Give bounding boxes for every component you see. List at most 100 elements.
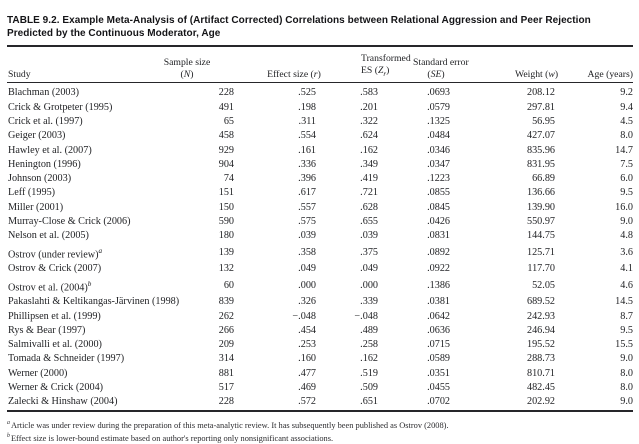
table-row: Phillipsen et al. (1999) 262 −.048 −.048 .06… [7,310,633,324]
cell-study: Miller (2001) [7,201,137,215]
cell-w: 52.05 [532,279,555,291]
cell-r: .358 [298,246,316,258]
cell-se: .0346 [427,144,450,156]
study-name: Tomada & Schneider (1997) [8,353,125,365]
footnote-b: bEffect size is lower-bound estimate bas… [7,431,633,444]
table-header: Study Sample size (N) Effect size (r) Transf… [7,47,633,84]
cell-se: .0636 [427,324,450,336]
cell-age: 9.5 [620,187,633,199]
cell-n: 262 [218,310,234,322]
cell-study: Hawley et al. (2007) [7,144,137,158]
cell-zr: .162 [360,353,378,365]
cell-zr: .628 [360,201,378,213]
column-header-w: Weight (w) [459,47,558,84]
cell-zr: .049 [360,263,378,275]
cell-study: Nelson et al. (2005) [7,229,137,243]
cell-w: 66.89 [532,173,555,185]
cell-se: .0484 [427,130,450,142]
cell-w: 208.12 [526,87,555,99]
column-header-n: Sample size (N) [137,47,237,84]
cell-n: 132 [218,263,234,275]
cell-study: Rys & Bear (1997) [7,324,137,338]
column-header-se: Standard error (SE) [385,47,469,84]
column-header-line: Study [8,68,31,80]
cell-zr: .509 [360,382,378,394]
cell-w: 482.45 [526,382,555,394]
cell-se: .0831 [427,230,450,242]
cell-study: Leff (1995) [7,186,137,200]
cell-study: Ostrov et al. (2004)b [7,277,137,296]
table-row: Henington (1996) 904 .336 .349 .0347 831.95 7.… [7,158,633,172]
cell-age: 7.5 [620,158,633,170]
study-name: Zalecki & Hinshaw (2004) [8,396,118,408]
cell-r: .554 [298,130,316,142]
cell-w: 139.90 [526,201,555,213]
cell-r: .336 [298,158,316,170]
table-row: Ostrov & Crick (2007) 132 .049 .049 .0922 117… [7,262,633,276]
footnote-a: aArticle was under review during the pre… [7,418,633,431]
cell-study: Henington (1996) [7,158,137,172]
cell-r: .161 [298,144,316,156]
cell-r: .557 [298,201,316,213]
table-title: TABLE 9.2. Example Meta-Analysis of (Art… [7,15,591,39]
cell-w: 689.52 [526,296,555,308]
cell-zr: .624 [360,130,378,142]
cell-w: 831.95 [526,158,555,170]
cell-r: .617 [298,187,316,199]
study-name: Murray-Close & Crick (2006) [8,215,131,227]
cell-r: .253 [298,339,316,351]
cell-age: 8.0 [620,382,633,394]
table-row: Pakaslahti & Keltikangas-Järvinen (1998)… [7,295,633,309]
table-row: Johnson (2003) 74 .396 .419 .1223 66.89 6.0 [7,172,633,186]
study-name: Ostrov et al. (2004) [8,281,88,293]
cell-n: 458 [218,130,234,142]
cell-zr: .375 [360,246,378,258]
cell-n: 228 [218,396,234,408]
study-name: Rys & Bear (1997) [8,324,86,336]
cell-r: .198 [298,101,316,113]
cell-n: 60 [223,279,234,291]
cell-w: 288.73 [526,353,555,365]
table-row: Werner (2000) 881 .477 .519 .0351 810.71 8.0 [7,367,633,381]
cell-age: 9.0 [620,396,633,408]
cell-r: .000 [298,279,316,291]
cell-r: .572 [298,396,316,408]
table-body: Blachman (2003) 228 .525 .583 .0693 208.12 9.2… [7,83,633,411]
study-name: Ostrov & Crick (2007) [8,263,102,275]
cell-r: .160 [298,353,316,365]
cell-w: 297.81 [526,101,555,113]
cell-w: 56.95 [532,115,555,127]
cell-n: 74 [223,173,234,185]
cell-se: .0579 [427,101,450,113]
column-header-line: (N) [180,68,194,80]
cell-n: 314 [218,353,234,365]
footnote-b-text: Effect size is lower-bound estimate base… [10,433,334,443]
cell-se: .1386 [427,279,450,291]
cell-r: −.048 [292,310,316,322]
cell-n: 839 [218,296,234,308]
cell-w: 810.71 [526,367,555,379]
cell-zr: .721 [360,187,378,199]
study-name: Werner & Crick (2004) [8,382,104,394]
cell-n: 929 [218,144,234,156]
cell-se: .0642 [427,310,450,322]
cell-study: Murray-Close & Crick (2006) [7,215,137,229]
column-header-line: Standard error [413,57,469,69]
cell-w: 117.70 [527,263,555,275]
column-header-zr: Transformed ES (Zr) [321,47,411,84]
cell-study: Werner (2000) [7,367,137,381]
cell-age: 8.0 [620,367,633,379]
study-name: Leff (1995) [8,187,56,199]
cell-se: .0702 [427,396,450,408]
cell-se: .0845 [427,201,450,213]
cell-age: 4.1 [620,263,633,275]
cell-n: 180 [218,230,234,242]
cell-study: Blachman (2003) [7,83,137,101]
cell-zr: .655 [360,215,378,227]
table-row: Hawley et al. (2007) 929 .161 .162 .0346 835.… [7,144,633,158]
cell-age: 4.6 [620,279,633,291]
cell-age: 9.5 [620,324,633,336]
footnote-b-marker: b [7,433,10,440]
cell-age: 9.0 [620,215,633,227]
